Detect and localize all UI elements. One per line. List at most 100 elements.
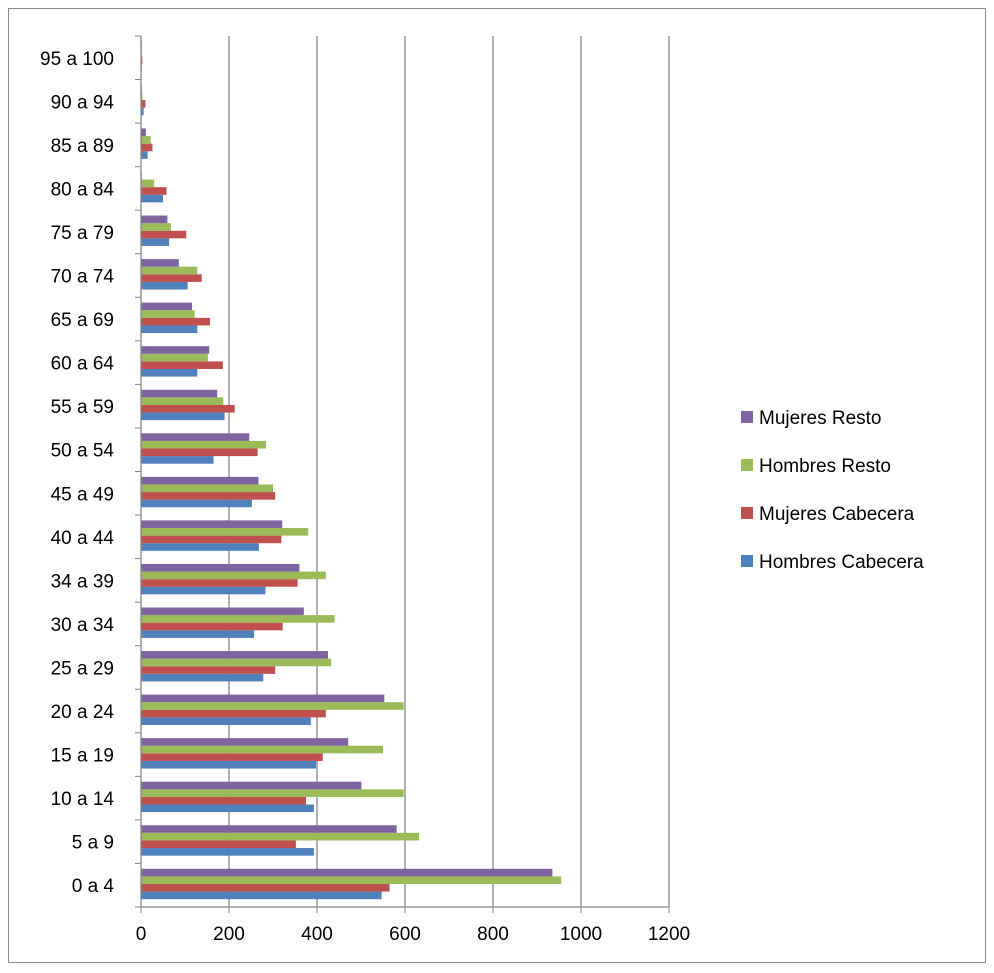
x-tick-label: 1200 xyxy=(648,924,690,945)
y-category-label: 5 a 9 xyxy=(72,833,114,854)
x-tick-label: 600 xyxy=(389,924,421,945)
y-category-label: 40 a 44 xyxy=(51,528,115,549)
legend-swatch-mujeres-resto xyxy=(741,411,753,423)
bar-hombres-resto-2 xyxy=(141,789,404,797)
bar-hombres-cabecera-3 xyxy=(141,760,317,769)
bar-hombres-cabecera-12 xyxy=(141,369,198,377)
bar-hombres-cabecera-0 xyxy=(141,891,382,900)
bar-mujeres-cabecera-19 xyxy=(141,56,143,65)
bar-mujeres-cabecera-14 xyxy=(141,274,202,282)
y-category-label: 70 a 74 xyxy=(51,267,115,288)
bar-hombres-cabecera-4 xyxy=(141,717,311,725)
bar-hombres-resto-16 xyxy=(141,179,155,188)
y-category-label: 15 a 19 xyxy=(51,746,114,767)
bar-hombres-resto-8 xyxy=(141,528,309,536)
bar-hombres-resto-14 xyxy=(141,266,198,275)
bar-hombres-resto-11 xyxy=(141,397,224,405)
bar-mujeres-resto-0 xyxy=(141,868,553,877)
bar-mujeres-resto-7 xyxy=(141,563,300,572)
bar-hombres-cabecera-6 xyxy=(141,630,255,638)
bar-hombres-cabecera-8 xyxy=(141,543,259,551)
grid-lines xyxy=(228,36,670,907)
bar-hombres-cabecera-18 xyxy=(141,107,144,116)
bar-mujeres-resto-10 xyxy=(141,433,250,441)
bar-hombres-cabecera-7 xyxy=(141,586,266,595)
bar-hombres-cabecera-13 xyxy=(141,325,198,334)
y-category-label: 75 a 79 xyxy=(51,223,114,244)
bar-hombres-resto-6 xyxy=(141,615,335,623)
bar-mujeres-cabecera-16 xyxy=(141,187,167,195)
x-tick-label: 200 xyxy=(213,924,245,945)
bar-hombres-resto-9 xyxy=(141,484,273,493)
x-tick-label: 400 xyxy=(301,924,333,945)
legend-swatch-hombres-resto xyxy=(741,459,753,471)
bar-hombres-cabecera-17 xyxy=(141,151,148,159)
bar-hombres-cabecera-5 xyxy=(141,673,264,682)
bar-hombres-resto-18 xyxy=(141,92,143,101)
legend-label: Mujeres Resto xyxy=(759,408,882,429)
bar-mujeres-resto-2 xyxy=(141,781,362,790)
bar-hombres-resto-13 xyxy=(141,310,195,318)
y-category-label: 34 a 39 xyxy=(51,571,114,592)
bar-hombres-resto-3 xyxy=(141,745,383,754)
y-category-label: 0 a 4 xyxy=(72,876,115,897)
bar-mujeres-cabecera-1 xyxy=(141,840,296,849)
x-tick-label: 800 xyxy=(477,924,509,945)
bar-hombres-cabecera-11 xyxy=(141,412,225,421)
bars xyxy=(141,41,562,900)
bar-mujeres-resto-14 xyxy=(141,259,179,267)
bar-mujeres-resto-15 xyxy=(141,215,168,224)
bar-mujeres-cabecera-7 xyxy=(141,579,298,587)
y-category-label: 80 a 84 xyxy=(51,179,115,200)
bar-hombres-cabecera-9 xyxy=(141,499,252,508)
bar-mujeres-resto-8 xyxy=(141,520,283,528)
bar-mujeres-resto-4 xyxy=(141,694,385,703)
bar-mujeres-resto-11 xyxy=(141,389,218,398)
y-category-label: 25 a 29 xyxy=(51,658,114,679)
legend-label: Hombres Resto xyxy=(759,456,891,477)
bar-hombres-cabecera-1 xyxy=(141,848,314,856)
bar-mujeres-cabecera-18 xyxy=(141,100,146,108)
bar-mujeres-resto-5 xyxy=(141,651,328,659)
bar-mujeres-cabecera-8 xyxy=(141,535,282,544)
bar-hombres-resto-4 xyxy=(141,702,404,710)
bar-hombres-cabecera-16 xyxy=(141,194,163,203)
bar-hombres-resto-17 xyxy=(141,136,151,144)
bar-hombres-cabecera-14 xyxy=(141,281,188,290)
y-category-label: 90 a 94 xyxy=(51,92,115,113)
y-category-label: 95 a 100 xyxy=(40,49,114,70)
bar-mujeres-resto-12 xyxy=(141,346,210,354)
x-tick-label: 1000 xyxy=(560,924,602,945)
bar-mujeres-cabecera-13 xyxy=(141,317,211,326)
bar-mujeres-resto-9 xyxy=(141,476,259,485)
legend-swatch-hombres-cabecera xyxy=(741,555,753,567)
y-category-label: 65 a 69 xyxy=(51,310,114,331)
y-category-label: 10 a 14 xyxy=(51,789,115,810)
y-category-label: 20 a 24 xyxy=(51,702,115,723)
bar-mujeres-resto-1 xyxy=(141,825,397,833)
bar-hombres-cabecera-15 xyxy=(141,238,170,246)
bar-mujeres-cabecera-2 xyxy=(141,796,306,805)
bar-hombres-cabecera-2 xyxy=(141,804,314,813)
legend-label: Mujeres Cabecera xyxy=(759,504,915,525)
x-tick-label: 0 xyxy=(136,924,147,945)
bar-hombres-resto-15 xyxy=(141,223,171,231)
bar-mujeres-cabecera-17 xyxy=(141,143,153,152)
bar-mujeres-cabecera-3 xyxy=(141,753,323,761)
bar-hombres-resto-1 xyxy=(141,832,420,841)
y-category-label: 50 a 54 xyxy=(51,441,115,462)
bar-mujeres-resto-17 xyxy=(141,128,146,137)
y-category-label: 85 a 89 xyxy=(51,136,114,157)
bar-hombres-resto-0 xyxy=(141,876,562,884)
bar-mujeres-cabecera-0 xyxy=(141,884,390,892)
legend-swatch-mujeres-cabecera xyxy=(741,507,753,519)
bar-mujeres-cabecera-11 xyxy=(141,404,235,413)
y-category-label: 60 a 64 xyxy=(51,354,115,375)
bar-mujeres-cabecera-12 xyxy=(141,361,223,369)
bar-mujeres-cabecera-15 xyxy=(141,230,187,239)
bar-hombres-cabecera-10 xyxy=(141,456,214,464)
bar-mujeres-resto-3 xyxy=(141,738,349,746)
bar-hombres-resto-12 xyxy=(141,353,208,362)
bar-mujeres-resto-6 xyxy=(141,607,304,616)
